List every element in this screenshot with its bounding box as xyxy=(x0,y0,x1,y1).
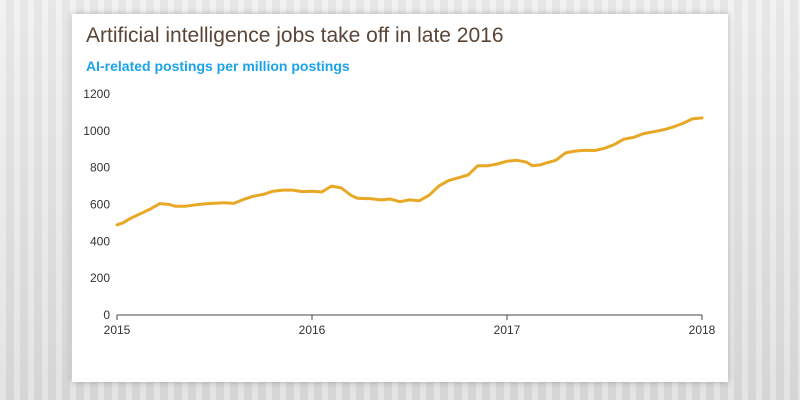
chart-subtitle: AI-related postings per million postings xyxy=(86,58,350,74)
y-tick-label: 0 xyxy=(103,308,110,322)
x-tick-label: 2015 xyxy=(104,323,131,337)
y-tick-label: 1200 xyxy=(83,87,110,101)
y-tick-label: 200 xyxy=(90,271,110,285)
series-group xyxy=(115,116,704,227)
line-chart: 0 200 400 600 800 1000 1200 2015 2016 2017 2018 xyxy=(83,87,716,337)
y-tick-label: 800 xyxy=(90,161,110,175)
chart-card: Artificial intelligence jobs take off in… xyxy=(72,14,728,382)
x-tick-label: 2016 xyxy=(299,323,326,337)
y-tick-label: 400 xyxy=(90,234,110,248)
x-tick-label: 2018 xyxy=(689,323,716,337)
series-line xyxy=(115,116,704,227)
y-tick-label: 1000 xyxy=(83,124,110,138)
x-axis: 2015 2016 2017 2018 xyxy=(104,314,716,337)
y-axis: 0 200 400 600 800 1000 1200 xyxy=(83,87,110,322)
x-tick-label: 2017 xyxy=(494,323,521,337)
y-tick-label: 600 xyxy=(90,198,110,212)
chart-title: Artificial intelligence jobs take off in… xyxy=(86,24,504,47)
